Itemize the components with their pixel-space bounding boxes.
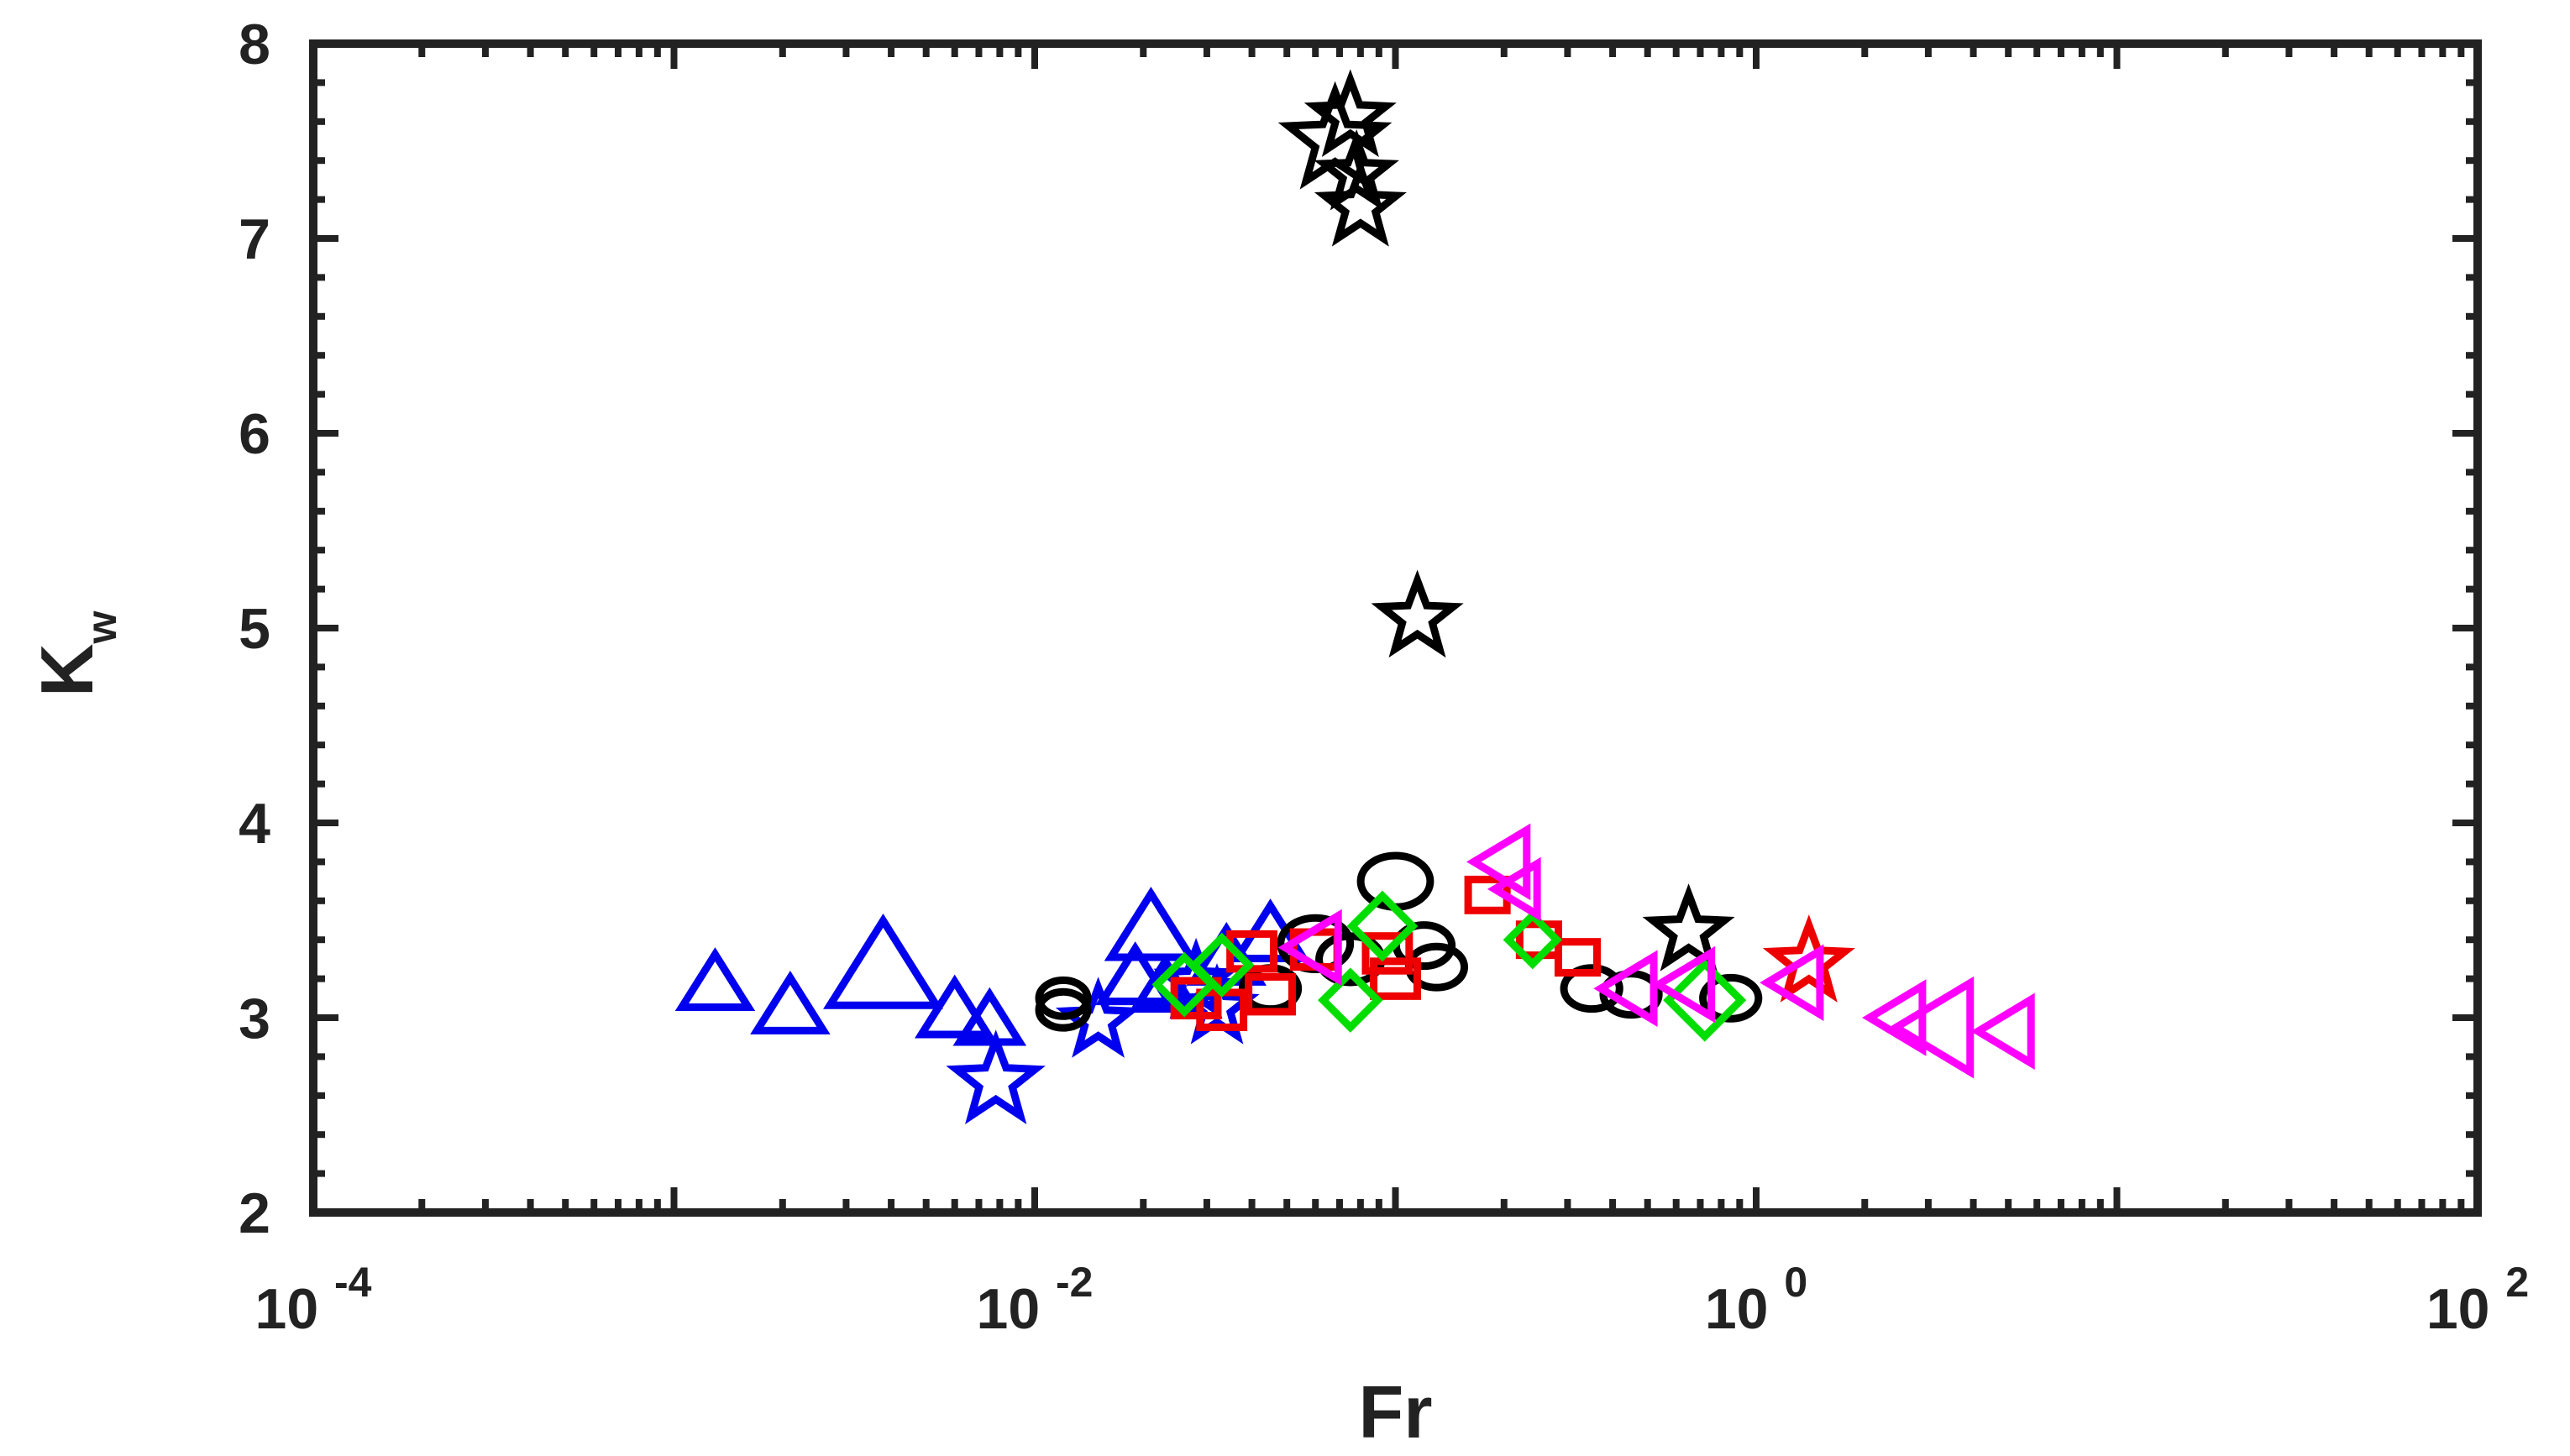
data-point-star bbox=[1371, 569, 1464, 658]
x-tick-exponent: -2 bbox=[1056, 1259, 1093, 1306]
data-point-circle bbox=[1560, 964, 1623, 1013]
data-point-square bbox=[1361, 932, 1414, 975]
data-point-diamond bbox=[1663, 958, 1747, 1042]
series-diamond bbox=[1151, 890, 1747, 1042]
x-tick-exponent: 0 bbox=[1784, 1259, 1807, 1306]
y-axis-label-group: Kw bbox=[25, 610, 125, 697]
x-tick-exponent: -4 bbox=[334, 1259, 372, 1306]
y-tick-label: 8 bbox=[239, 13, 270, 76]
data-point-triangle-left bbox=[1593, 950, 1658, 1027]
y-tick-label: 5 bbox=[239, 597, 270, 661]
x-tick-base: 10 bbox=[255, 1277, 335, 1341]
y-axis-label-main: K bbox=[25, 643, 108, 697]
x-axis-label: Fr bbox=[1359, 1370, 1433, 1453]
y-tick-label: 3 bbox=[239, 987, 270, 1050]
data-point-triangle-left bbox=[1760, 944, 1824, 1021]
data-point-circle bbox=[1699, 973, 1763, 1023]
data-point-triangle-left bbox=[1888, 976, 1975, 1079]
data-point-triangle-left bbox=[1862, 979, 1927, 1056]
x-tick-base: 10 bbox=[1705, 1277, 1785, 1341]
series-triangle-up bbox=[674, 886, 1311, 1046]
data-point-triangle-left bbox=[1277, 909, 1342, 987]
y-axis-label: Kw bbox=[25, 610, 125, 697]
data-point-triangle-up bbox=[1104, 886, 1198, 961]
series-star bbox=[1277, 69, 1735, 972]
y-tick-label: 2 bbox=[239, 1181, 270, 1245]
x-tick-label: 10 2 bbox=[2426, 1259, 2529, 1341]
data-point-triangle-up bbox=[750, 970, 831, 1034]
data-point-star bbox=[1314, 159, 1407, 247]
x-tick-label: 10 -2 bbox=[977, 1259, 1094, 1341]
data-point-triangle-left bbox=[1970, 992, 2035, 1070]
data-point-triangle-up bbox=[914, 974, 995, 1039]
series-star bbox=[1762, 914, 1855, 1003]
data-point-triangle-up bbox=[823, 913, 944, 1009]
data-point-diamond bbox=[1318, 967, 1383, 1033]
x-tick-label: 10 0 bbox=[1705, 1259, 1807, 1341]
data-point-diamond bbox=[1346, 890, 1419, 962]
data-point-triangle-up bbox=[1094, 941, 1176, 1006]
y-tick-label: 7 bbox=[239, 207, 270, 271]
x-tick-base: 10 bbox=[2426, 1277, 2506, 1341]
data-point-triangle-up bbox=[952, 987, 1027, 1046]
axis-ticks bbox=[310, 40, 2478, 1216]
data-point-triangle-left bbox=[1466, 823, 1531, 901]
y-tick-label: 4 bbox=[239, 792, 270, 856]
data-point-star bbox=[946, 1029, 1046, 1125]
data-point-square bbox=[1370, 957, 1421, 1000]
data-point-triangle-left bbox=[1487, 856, 1541, 922]
data-point-circle bbox=[1035, 976, 1092, 1020]
plot-frame bbox=[309, 39, 2482, 1217]
data-point-star bbox=[1642, 883, 1735, 972]
x-tick-exponent: 2 bbox=[2505, 1259, 2529, 1306]
series-triangle-left bbox=[1277, 823, 2035, 1079]
data-point-square bbox=[1554, 938, 1602, 977]
y-tick-label: 6 bbox=[239, 402, 270, 466]
data-point-diamond bbox=[1503, 910, 1562, 970]
data-markers bbox=[674, 69, 2035, 1125]
data-point-square bbox=[1245, 972, 1296, 1016]
y-axis-label-subscript: w bbox=[78, 610, 125, 644]
data-point-diamond bbox=[1188, 932, 1255, 998]
data-point-star bbox=[1303, 69, 1397, 158]
data-point-circle bbox=[1356, 851, 1434, 911]
data-point-triangle-up bbox=[674, 947, 756, 1012]
x-tick-label: 10 -4 bbox=[255, 1259, 372, 1341]
data-point-circle bbox=[1035, 987, 1092, 1032]
data-point-star bbox=[1762, 914, 1855, 1003]
data-point-triangle-left bbox=[1650, 945, 1716, 1024]
x-tick-base: 10 bbox=[977, 1277, 1057, 1341]
